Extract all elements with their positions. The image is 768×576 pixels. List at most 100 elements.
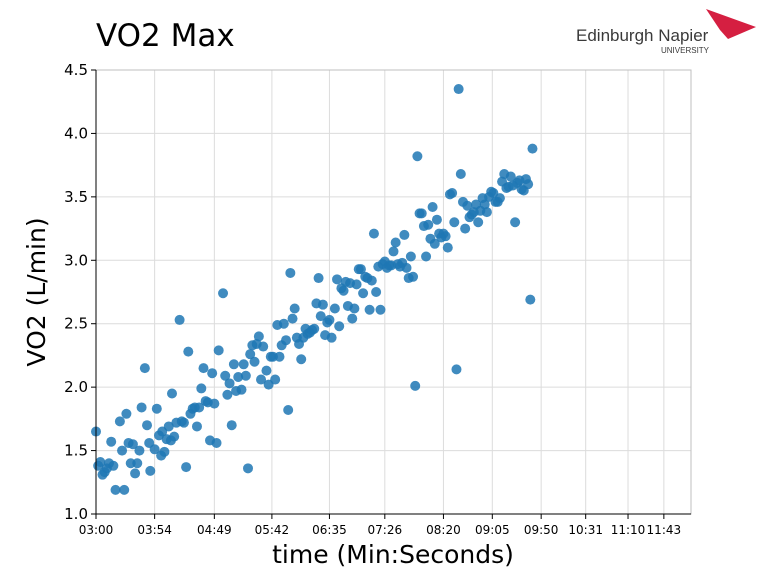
scatter-point [523,179,534,190]
scatter-point [198,363,209,374]
scatter-point [174,314,185,325]
scatter-point [479,199,490,210]
scatter-point [114,416,125,427]
scatter-point [243,463,254,474]
scatter-point [313,273,324,284]
scatter-point [460,223,471,234]
scatter-point [408,271,419,282]
y-tick-label: 4.0 [64,124,88,142]
scatter-point [371,287,382,297]
scatter-point [368,228,379,239]
scatter-point [238,359,249,370]
x-axis-label: time (Min:Seconds) [272,540,514,569]
scatter-point [423,219,434,230]
scatter-point [134,445,145,456]
scatter-point [453,84,464,95]
scatter-point [220,370,231,381]
scatter-point [324,314,335,325]
scatter-point [421,251,432,262]
scatter-point [121,408,132,419]
scatter-point [139,363,150,374]
university-logo: Edinburgh Napier UNIVERSITY [576,9,756,55]
scatter-point [481,207,492,218]
x-tick-label: 11:10 [611,523,646,537]
y-ticks: 1.0 1.5 2.0 2.5 3.0 3.5 4.0 4.5 [64,61,96,523]
scatter-point [274,351,285,362]
scatter-point [110,484,121,495]
scatter-point [355,264,366,275]
scatter-point [447,188,458,199]
scatter-point [228,359,239,370]
y-tick-label: 3.0 [64,251,88,269]
scatter-point [106,436,117,447]
scatter-point [117,445,128,456]
y-tick-label: 3.5 [64,188,88,206]
logo-arrow-icon [706,9,756,39]
scatter-point [261,365,272,376]
scatter-point [525,294,536,305]
scatter-point [462,200,473,211]
scatter-point [358,288,369,299]
scatter-point [218,288,229,299]
scatter-point [178,417,189,428]
scatter-point [317,299,328,310]
scatter-point [410,380,421,391]
scatter-point [151,403,162,414]
scatter-point [416,208,427,219]
y-tick-label: 2.0 [64,378,88,396]
scatter-point [191,421,202,432]
data-points [91,84,538,495]
scatter-point [351,279,362,290]
scatter-point [440,231,451,242]
scatter-point [213,345,224,356]
scatter-point [207,368,218,379]
scatter-point [527,143,538,154]
scatter-point [427,202,438,213]
scatter-point [209,398,220,409]
x-tick-label: 04:49 [197,523,232,537]
scatter-point [281,335,292,346]
scatter-point [449,217,460,228]
x-tick-label: 05:42 [255,523,290,537]
scatter-point [130,468,141,479]
scatter-point [283,404,294,415]
x-tick-label: 11:43 [647,523,682,537]
x-tick-label: 03:00 [79,523,114,537]
scatter-point [349,303,360,314]
scatter-point [388,246,399,257]
scatter-point [315,311,326,322]
x-tick-label: 09:50 [524,523,559,537]
scatter-point [442,242,453,253]
scatter-point [240,370,251,381]
x-tick-label: 08:20 [426,523,461,537]
scatter-point [226,420,237,431]
x-tick-label: 06:35 [312,523,347,537]
scatter-point [505,171,516,182]
scatter-point [364,304,375,315]
scatter-point [473,217,484,228]
scatter-point [366,275,377,286]
scatter-point [119,484,130,495]
scatter-point [249,356,260,367]
scatter-point [494,193,505,204]
scatter-point [375,304,386,315]
scatter-point [285,267,296,278]
scatter-point [431,214,442,225]
x-tick-label: 09:05 [475,523,510,537]
scatter-point [183,346,194,357]
scatter-point [236,384,247,395]
scatter-point [224,378,235,389]
scatter-point [399,229,410,240]
logo-name: Edinburgh Napier [576,26,709,45]
scatter-point [95,456,106,467]
scatter-point [245,349,256,360]
x-tick-label: 03:54 [137,523,172,537]
scatter-point [258,341,269,352]
scatter-point [405,251,416,262]
scatter-point [510,217,521,228]
scatter-point [256,374,267,385]
scatter-point [253,331,264,342]
x-tick-label: 07:26 [368,523,403,537]
scatter-point [289,303,300,314]
